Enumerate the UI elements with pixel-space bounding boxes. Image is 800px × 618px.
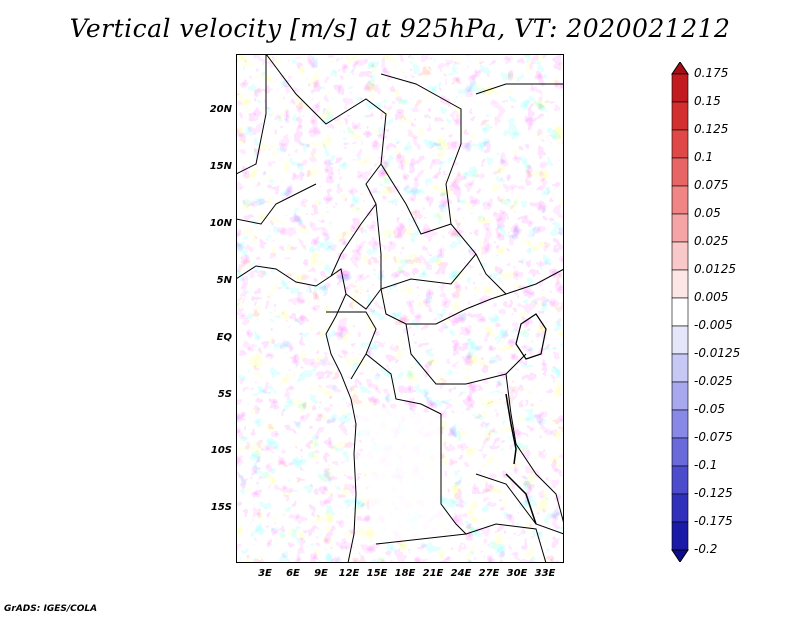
colorbar-level-label: -0.0125 (694, 346, 741, 360)
colorbar (671, 62, 689, 562)
lon-label-9e: 9E (314, 568, 328, 579)
colorbar-bin (671, 213, 689, 243)
colorbar-level-label: -0.125 (694, 486, 733, 500)
lon-label-12e: 12E (338, 568, 360, 579)
colorbar-bin (671, 297, 689, 327)
colorbar-level-label: -0.1 (694, 458, 718, 472)
colorbar-bottom-arrow (671, 549, 689, 562)
colorbar-bin (671, 409, 689, 439)
colorbar-level-label: -0.005 (694, 318, 733, 332)
lat-label-10s: 10S (210, 445, 232, 456)
colorbar-level-label: 0.05 (694, 206, 721, 220)
grads-credit: GrADS: IGES/COLA (4, 604, 98, 614)
lon-label-30e: 30E (506, 568, 528, 579)
colorbar-bin (671, 381, 689, 411)
lat-label-20n: 20N (209, 104, 232, 115)
white-region-namibia (356, 404, 466, 544)
colorbar-bin (671, 101, 689, 131)
map-panel (236, 54, 564, 563)
lon-label-18e: 18E (394, 568, 416, 579)
colorbar-level-label: 0.005 (694, 290, 729, 304)
colorbar-bin (671, 437, 689, 467)
colorbar-level-label: 0.1 (694, 150, 714, 164)
map-frame (236, 54, 564, 563)
lon-label-24e: 24E (450, 568, 472, 579)
colorbar-bin (671, 269, 689, 299)
lat-label-15n: 15N (209, 161, 232, 172)
lon-label-6e: 6E (286, 568, 300, 579)
lon-label-3e: 3E (258, 568, 272, 579)
lat-label-5n: 5N (216, 275, 232, 286)
lon-label-15e: 15E (366, 568, 388, 579)
colorbar-level-label: -0.2 (694, 542, 718, 556)
colorbar-level-label: 0.025 (694, 234, 729, 248)
lat-label-5s: 5S (217, 389, 232, 400)
colorbar-top-arrow (671, 62, 689, 75)
colorbar-level-label: 0.15 (694, 94, 721, 108)
colorbar-bin (671, 129, 689, 159)
colorbar-level-label: 0.075 (694, 178, 729, 192)
colorbar-level-label: -0.175 (694, 514, 733, 528)
lat-label-10n: 10N (209, 218, 232, 229)
lat-label-15s: 15S (210, 502, 232, 513)
colorbar-bin (671, 185, 689, 215)
colorbar-bin (671, 465, 689, 495)
colorbar-bin (671, 325, 689, 355)
colorbar-level-label: -0.075 (694, 430, 733, 444)
chart-title: Vertical velocity [m/s] at 925hPa, VT: 2… (69, 14, 731, 43)
colorbar-bin (671, 73, 689, 103)
colorbar-level-label: 0.0125 (694, 262, 736, 276)
lon-label-21e: 21E (422, 568, 444, 579)
colorbar-level-label: -0.05 (694, 402, 726, 416)
colorbar-bin (671, 493, 689, 523)
colorbar-level-label: 0.175 (694, 66, 729, 80)
colorbar-level-label: 0.125 (694, 122, 729, 136)
lon-label-33e: 33E (534, 568, 556, 579)
colorbar-bin (671, 157, 689, 187)
lon-label-27e: 27E (478, 568, 500, 579)
colorbar-bin (671, 353, 689, 383)
lat-label-eq: EQ (216, 332, 232, 343)
borders (236, 54, 564, 563)
colorbar-level-label: -0.025 (694, 374, 733, 388)
colorbar-bin (671, 521, 689, 551)
colorbar-bin (671, 241, 689, 271)
